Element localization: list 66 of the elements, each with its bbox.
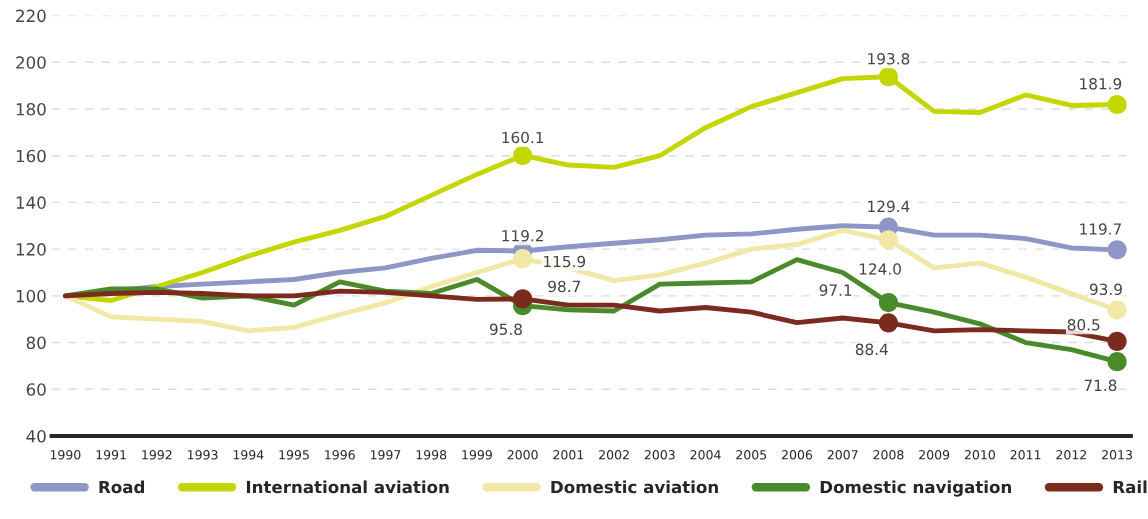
data-label: 160.1 [502,131,544,144]
y-tick-label: 160 [16,149,46,163]
point [878,313,899,333]
y-tick-label: 100 [16,289,46,303]
data-label: 95.8 [489,323,522,336]
y-tick-label: 220 [16,9,46,23]
point [513,145,533,166]
point [1107,94,1127,115]
x-tick-label: 2006 [781,450,813,460]
data-label: 119.2 [502,229,543,242]
x-tick-label: 1996 [325,450,355,460]
y-tick-label: 80 [26,336,46,350]
x-tick-label: 1999 [462,450,492,460]
x-tick-label: 1993 [188,450,218,460]
point [1107,352,1127,372]
data-label: 97.1 [819,284,852,296]
x-tick-label: 2002 [599,450,629,460]
x-tick-label: 1995 [279,450,309,460]
point [1107,331,1127,351]
point [878,67,899,87]
data-label: 71.8 [1084,379,1117,392]
data-label: 115.9 [544,255,586,268]
data-label: 181.9 [1080,77,1122,90]
y-tick-label: 60 [26,383,46,396]
data-label: 119.7 [1080,223,1121,235]
x-tick-label: 1997 [370,450,401,460]
y-tick-label: 200 [16,56,46,69]
x-tick-label: 2003 [644,450,675,460]
data-label: 93.9 [1089,283,1122,296]
data-label: 88.4 [855,343,888,356]
legend-label: Road [99,480,145,494]
y-tick-label: 140 [16,196,46,209]
x-tick-label: 2007 [827,450,858,460]
data-label: 80.5 [1067,318,1100,331]
legend-label: Domestic navigation [820,480,1012,497]
x-tick-label: 2010 [964,450,995,460]
x-tick-label: 2004 [690,450,721,460]
x-tick-label: 2008 [873,450,904,460]
data-label: 98.7 [548,280,580,293]
y-tick-label: 40 [26,429,46,443]
x-tick-label: 1990 [50,450,81,460]
data-label: 129.4 [868,200,910,213]
point [1107,300,1127,320]
x-tick-label: 2012 [1056,450,1086,460]
x-tick-label: 1994 [233,450,264,460]
data-label: 193.8 [868,52,910,65]
point [878,230,899,250]
x-tick-label: 1992 [142,450,172,460]
legend-label: International aviation [246,480,449,494]
x-tick-label: 2000 [507,450,538,460]
x-tick-label: 2001 [553,450,584,460]
point [878,293,899,313]
x-tick-label: 1998 [416,450,447,460]
legend-label: Domestic aviation [551,480,718,494]
point [513,289,533,309]
x-tick-label: 2009 [919,450,950,460]
y-tick-label: 120 [16,243,46,256]
y-tick-label: 180 [16,102,46,116]
point [1107,240,1127,260]
x-tick-label: 2013 [1102,450,1132,460]
point [513,249,533,269]
x-tick-label: 2005 [736,450,767,460]
x-tick-label: 2011 [1010,450,1041,460]
legend-label: Rail [1113,480,1147,494]
data-label: 124.0 [859,263,901,275]
x-tick-label: 1991 [96,450,126,460]
